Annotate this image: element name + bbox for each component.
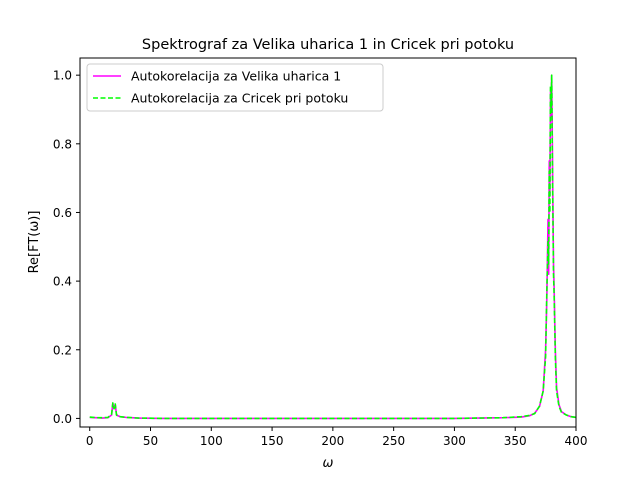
y-tick-label: 0.2 xyxy=(53,343,72,357)
x-tick-label: 250 xyxy=(382,434,405,448)
y-tick-label: 0.6 xyxy=(53,206,72,220)
legend-label-cricek: Autokorelacija za Cricek pri potoku xyxy=(131,91,348,106)
series-line-1 xyxy=(89,74,577,420)
legend-box xyxy=(86,63,384,112)
chart-title: Spektrograf za Velika uharica 1 in Crice… xyxy=(142,37,514,53)
x-axis-title: ω xyxy=(323,456,334,471)
x-tick-label: 100 xyxy=(200,434,223,448)
y-tick-label: 0.4 xyxy=(53,275,72,289)
x-tick-label: 300 xyxy=(443,434,466,448)
series-layer xyxy=(89,74,577,420)
x-tick-label: 50 xyxy=(143,434,158,448)
y-tick-label: 1.0 xyxy=(53,69,72,83)
y-axis-title: Re[FT(ω)] xyxy=(27,211,42,274)
y-tick-label: 0.8 xyxy=(53,137,72,151)
x-tick-label: 400 xyxy=(565,434,588,448)
ticks-layer: 0 50 100 150 200 250 300 350 400 0.0 0.2 0.4 0.6 0.8 1… xyxy=(53,69,588,448)
x-tick-label: 350 xyxy=(504,434,527,448)
x-tick-label: 200 xyxy=(321,434,344,448)
plot-frame xyxy=(79,57,577,428)
legend: Autokorelacija za Velika uharica 1 Autok… xyxy=(86,63,384,112)
x-tick-label: 150 xyxy=(261,434,284,448)
x-tick-label: 0 xyxy=(86,434,94,448)
y-tick-label: 0.0 xyxy=(53,412,72,426)
legend-label-velika-uharica: Autokorelacija za Velika uharica 1 xyxy=(131,69,341,84)
